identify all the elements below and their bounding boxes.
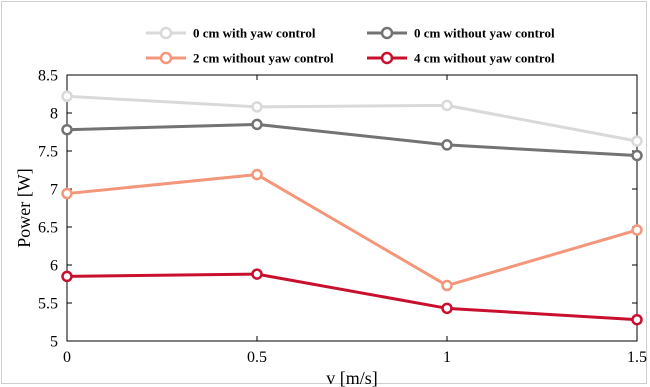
legend-item: 4 cm without yaw control — [367, 51, 555, 66]
data-point — [631, 313, 643, 326]
legend-marker — [159, 26, 173, 40]
data-point — [251, 268, 263, 280]
y-tick-label: 7.5 — [38, 144, 58, 161]
y-tick-label: 5 — [50, 334, 58, 351]
x-axis-label: v [m/s] — [326, 368, 378, 387]
series-line — [66, 173, 638, 288]
legend-item: 0 cm with yaw control — [146, 26, 316, 41]
legend-label: 4 cm without yaw control — [414, 51, 555, 66]
legend-marker — [380, 26, 394, 40]
legend-label: 2 cm without yaw control — [193, 51, 334, 66]
y-tick-label: 8.5 — [38, 68, 58, 85]
data-point — [251, 168, 263, 181]
x-tick-label: 0 — [63, 349, 71, 366]
data-point — [441, 279, 453, 292]
plot-area — [66, 74, 638, 342]
data-point — [251, 101, 263, 113]
series-line — [66, 122, 638, 158]
y-tick-label: 8 — [50, 106, 58, 123]
data-point — [61, 270, 73, 283]
series-4 — [61, 268, 643, 326]
data-point — [631, 224, 643, 236]
legend: 0 cm with yaw control 0 cm without yaw co… — [146, 26, 555, 66]
legend-marker — [159, 51, 173, 65]
data-point — [61, 123, 73, 136]
y-tick-label: 6.5 — [38, 220, 58, 237]
y-tick-label: 7 — [50, 182, 58, 199]
data-point — [251, 118, 263, 131]
data-point — [61, 187, 73, 200]
x-tick-label: 1 — [443, 349, 451, 366]
legend-label: 0 cm without yaw control — [414, 26, 555, 41]
series-3 — [61, 168, 643, 292]
series-line — [66, 94, 638, 143]
series-layer — [61, 90, 643, 326]
data-point — [441, 99, 453, 112]
legend-item: 0 cm without yaw control — [367, 26, 555, 41]
y-tick-label: 5.5 — [38, 296, 58, 313]
data-point — [631, 135, 643, 147]
data-point — [441, 139, 453, 151]
data-point — [441, 302, 453, 315]
x-tick-label: 0.5 — [247, 349, 267, 366]
data-point — [61, 90, 73, 103]
legend-label: 0 cm with yaw control — [193, 26, 316, 41]
axis-ticks: 0 0.5 1 1.5 5 5.5 6 6.5 7 7.5 8 8.5 — [38, 68, 647, 367]
legend-item: 2 cm without yaw control — [146, 51, 334, 66]
series-2 — [61, 118, 643, 162]
series-1 — [61, 90, 643, 147]
series-line — [66, 272, 638, 322]
y-axis-label: Power [W] — [14, 168, 34, 247]
x-tick-label: 1.5 — [627, 349, 647, 366]
data-point — [631, 149, 643, 162]
y-tick-label: 6 — [50, 258, 58, 275]
legend-marker — [380, 51, 394, 65]
